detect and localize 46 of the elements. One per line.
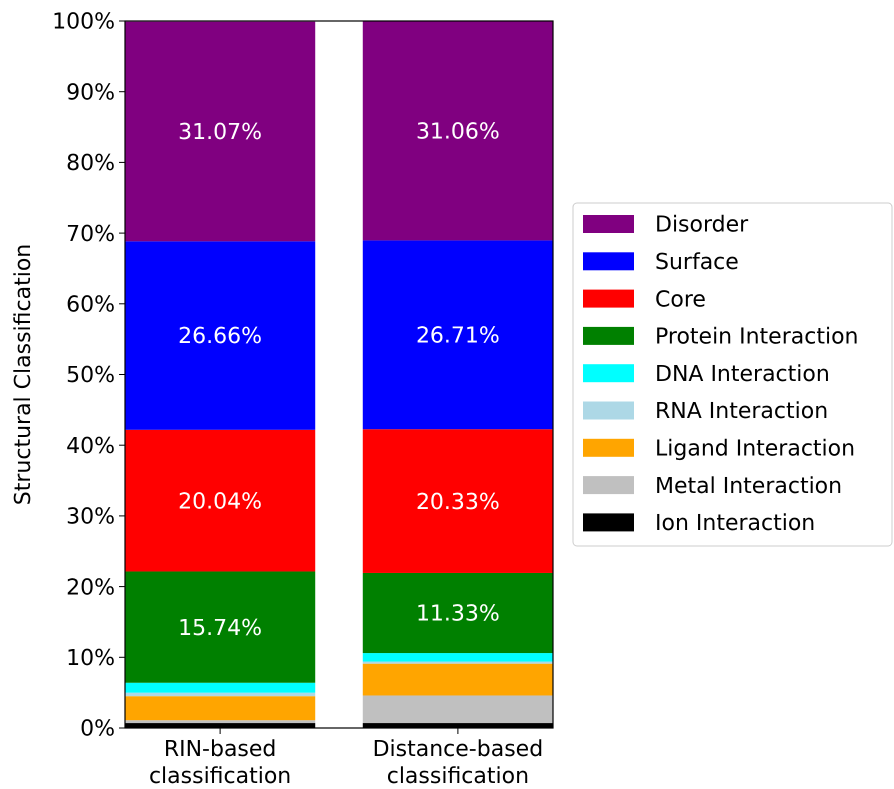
y-tick-label: 90% [66,80,115,106]
legend-label: Disorder [655,212,750,238]
y-tick-label: 30% [66,504,115,530]
y-tick-label: 40% [66,434,115,459]
data-label: 31.07% [178,120,262,146]
y-tick-label: 50% [66,363,115,388]
x-tick-label: RIN-based classification [148,737,292,789]
legend-label: DNA Interaction [655,362,830,387]
bar [125,241,316,430]
y-tick-label: 10% [66,646,115,671]
bar [125,696,316,720]
bar [362,20,553,240]
y-tick-label: 0% [80,716,115,742]
bar [362,572,553,654]
y-tick-label: 20% [66,575,115,600]
bar [362,695,553,724]
legend-label: RNA Interaction [655,399,828,424]
y-tick-label: 100% [52,10,115,35]
legend-label: Surface [655,250,739,275]
data-label: 11.33% [416,602,500,627]
bar [125,692,316,696]
legend-label: Protein Interaction [655,324,858,350]
data-label: 31.06% [416,119,500,144]
bar [125,22,316,242]
bar [362,664,553,696]
bar [125,682,316,693]
y-tick-label: 70% [66,222,115,247]
data-label: 15.74% [178,616,262,641]
data-label: 26.71% [416,324,500,348]
data-label: 20.33% [416,490,500,515]
bar [125,430,316,572]
bar [362,240,553,430]
y-tick-label: 60% [66,292,115,318]
bar [125,720,316,724]
y-tick-label: 80% [66,151,115,176]
data-label: 26.66% [178,324,262,350]
legend-label: Ligand Interaction [655,436,856,462]
bar [125,571,316,683]
legend-label: Core [655,287,706,312]
x-tick-label: Distance-based classification [372,737,544,789]
bar [362,653,553,662]
legend-label: Metal Interaction [655,474,842,499]
bar [362,429,553,573]
data-label: 20.04% [178,489,262,514]
legend-label: Ion Interaction [655,511,816,536]
y-axis-title: Structural Classification [11,244,36,506]
